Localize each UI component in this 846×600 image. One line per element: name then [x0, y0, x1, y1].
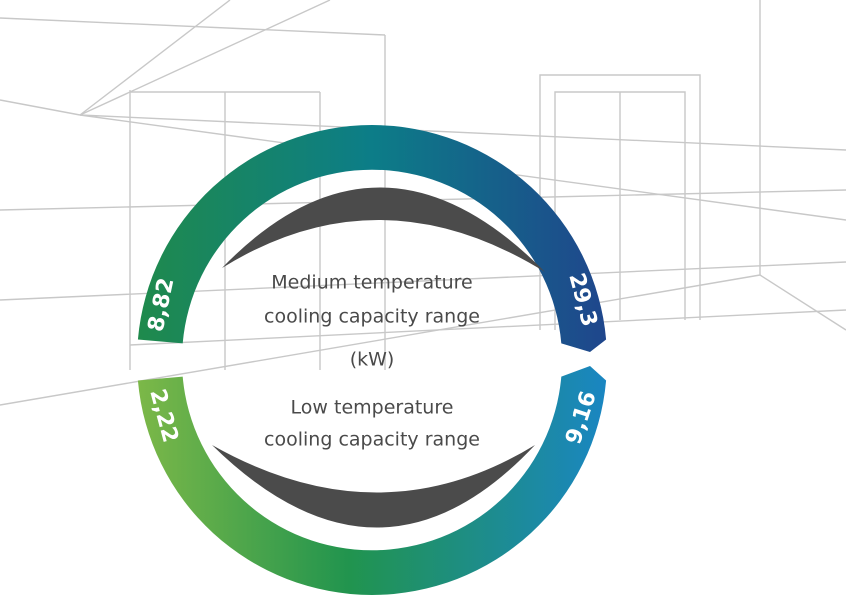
unit: (kW)	[350, 349, 395, 371]
low-label: cooling capacity range	[264, 429, 480, 451]
low-crescent	[212, 445, 535, 528]
medium-label: cooling capacity range	[264, 306, 480, 328]
low-label: Low temperature	[291, 397, 454, 419]
medium-arc	[137, 125, 607, 352]
low-arc	[137, 366, 607, 595]
medium-crescent	[222, 187, 545, 272]
medium-label: Medium temperature	[271, 272, 472, 294]
